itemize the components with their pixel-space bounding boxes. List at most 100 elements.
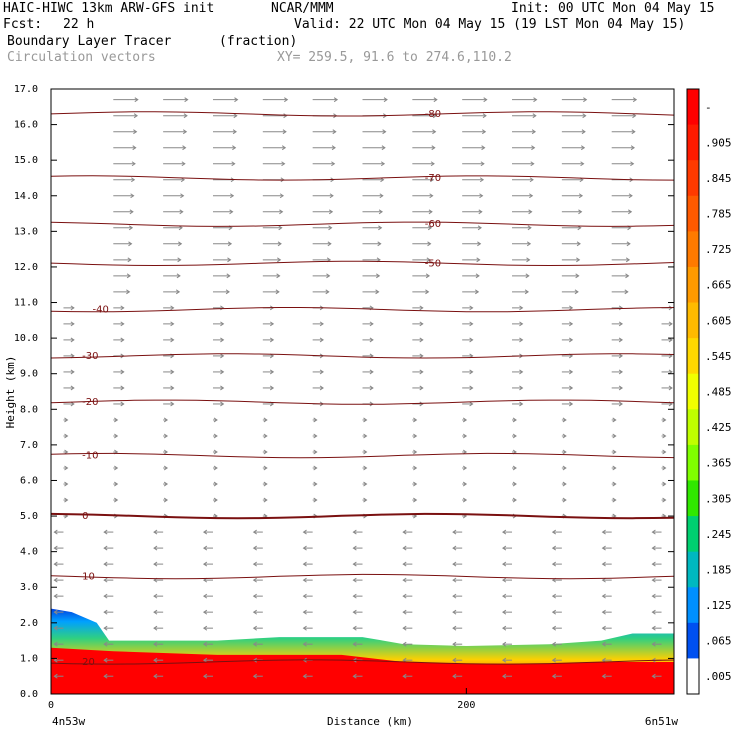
vector-arrowhead [502,545,507,551]
vector-arrowhead [282,129,287,135]
colorbar-label: .665 [705,279,732,292]
vector-arrowhead [430,177,435,183]
vector-arrowhead [263,481,268,487]
vector-arrowhead [519,401,524,407]
vector-arrowhead [263,417,268,423]
tracer-field-core [51,647,674,694]
vector-arrowhead [568,321,574,327]
vector-arrowhead [202,561,208,567]
vector-arrowhead [476,257,481,263]
vector-arrowhead [103,545,108,551]
vector-arrowhead [134,97,139,103]
vector-arrowhead [477,241,482,247]
vector-arrowhead [363,417,368,423]
vector-arrowhead [163,465,169,471]
colorbar-swatch [687,266,699,304]
vector-arrowhead [469,385,474,391]
vector-arrowhead [352,641,357,647]
vector-arrowhead [202,625,208,631]
vector-arrowhead [313,481,318,487]
vector-arrowhead [531,145,536,151]
vector-arrowhead [313,433,318,439]
vector-arrowhead [276,273,281,279]
vector-arrowhead [413,497,418,503]
vector-arrowhead [319,369,324,375]
vector-arrowhead [252,625,257,631]
y-tick-label: 16.0 [14,120,38,131]
vector-arrowhead [131,161,136,167]
colorbar-swatch [687,124,699,161]
vector-arrowhead [126,289,131,295]
vector-arrowhead [326,273,331,279]
vector-arrowhead [281,161,286,167]
vector-arrowhead [53,673,58,679]
vector-arrowhead [452,561,457,567]
vector-arrowhead [313,417,318,423]
y-tick-label: 11.0 [14,298,38,309]
vector-arrowhead [562,433,567,439]
vector-arrowhead [352,577,357,583]
colorbar-swatch [687,658,699,695]
colorbar-label: .245 [705,528,732,541]
vector-arrowhead [551,529,557,535]
vector-arrowhead [363,449,368,455]
vector-arrowhead [220,385,225,391]
vector-arrowhead [413,481,418,487]
vector-arrowhead [352,593,357,599]
vector-arrowhead [462,481,468,487]
vector-arrowhead [352,561,357,567]
vector-arrowhead [103,593,108,599]
y-axis: 0.0 1.0 2.0 3.0 4.0 5.0 6.0 7.0 8.0 9.0 10.0 11.0 12… [14,84,674,700]
vector-arrowhead [568,401,574,407]
vector-arrowhead [551,545,557,551]
vector-arrowhead [202,657,208,663]
vector-arrowhead [170,321,175,327]
vector-arrowhead [413,449,418,455]
colorbar-label: .485 [705,386,732,399]
vector-arrowhead [601,641,606,647]
vector-arrowhead [452,641,457,647]
vector-arrowhead [120,321,125,327]
vector-arrowhead [114,417,119,423]
vector-arrowhead [469,305,474,311]
vector-arrowhead [213,497,218,503]
vector-arrowhead [568,369,574,375]
y-tick-label: 6.0 [20,475,38,486]
vector-arrowhead [452,673,457,679]
vector-arrowhead [478,209,483,215]
vector-arrowhead [220,337,225,343]
vector-arrowhead [70,305,75,311]
vector-arrowhead [402,577,407,583]
vector-arrowhead [402,673,407,679]
colorbar-swatch [687,338,699,375]
vector-arrowhead [482,113,487,119]
vector-arrowhead [177,257,182,263]
vector-arrowhead [363,497,368,503]
vector-arrowhead [53,609,58,615]
vector-arrowhead [333,97,339,103]
colorbar-label: .185 [705,563,732,576]
vector-arrowhead [233,113,238,119]
colorbar-label: .305 [705,492,732,505]
vector-arrowhead [624,289,629,295]
vector-arrowhead [153,593,158,599]
vector-arrowhead [568,337,574,343]
vector-arrowhead [252,673,257,679]
vector-arrowhead [232,129,237,135]
vector-arrowhead [402,529,407,535]
colorbar-label: .425 [705,421,732,434]
vector-arrowhead [413,417,418,423]
vector-arrowhead [302,529,307,535]
vector-arrowhead [277,241,282,247]
vector-arrowhead [380,161,386,167]
vector-arrowhead [153,673,158,679]
vector-arrowhead [551,625,557,631]
colorbar-swatch [687,622,699,659]
vector-arrowhead [132,145,137,151]
vector-arrowhead [226,273,231,279]
vector-arrowhead [524,289,529,295]
vector-arrowhead [512,417,517,423]
vector-arrowhead [120,385,125,391]
vector-arrowhead [612,497,617,503]
